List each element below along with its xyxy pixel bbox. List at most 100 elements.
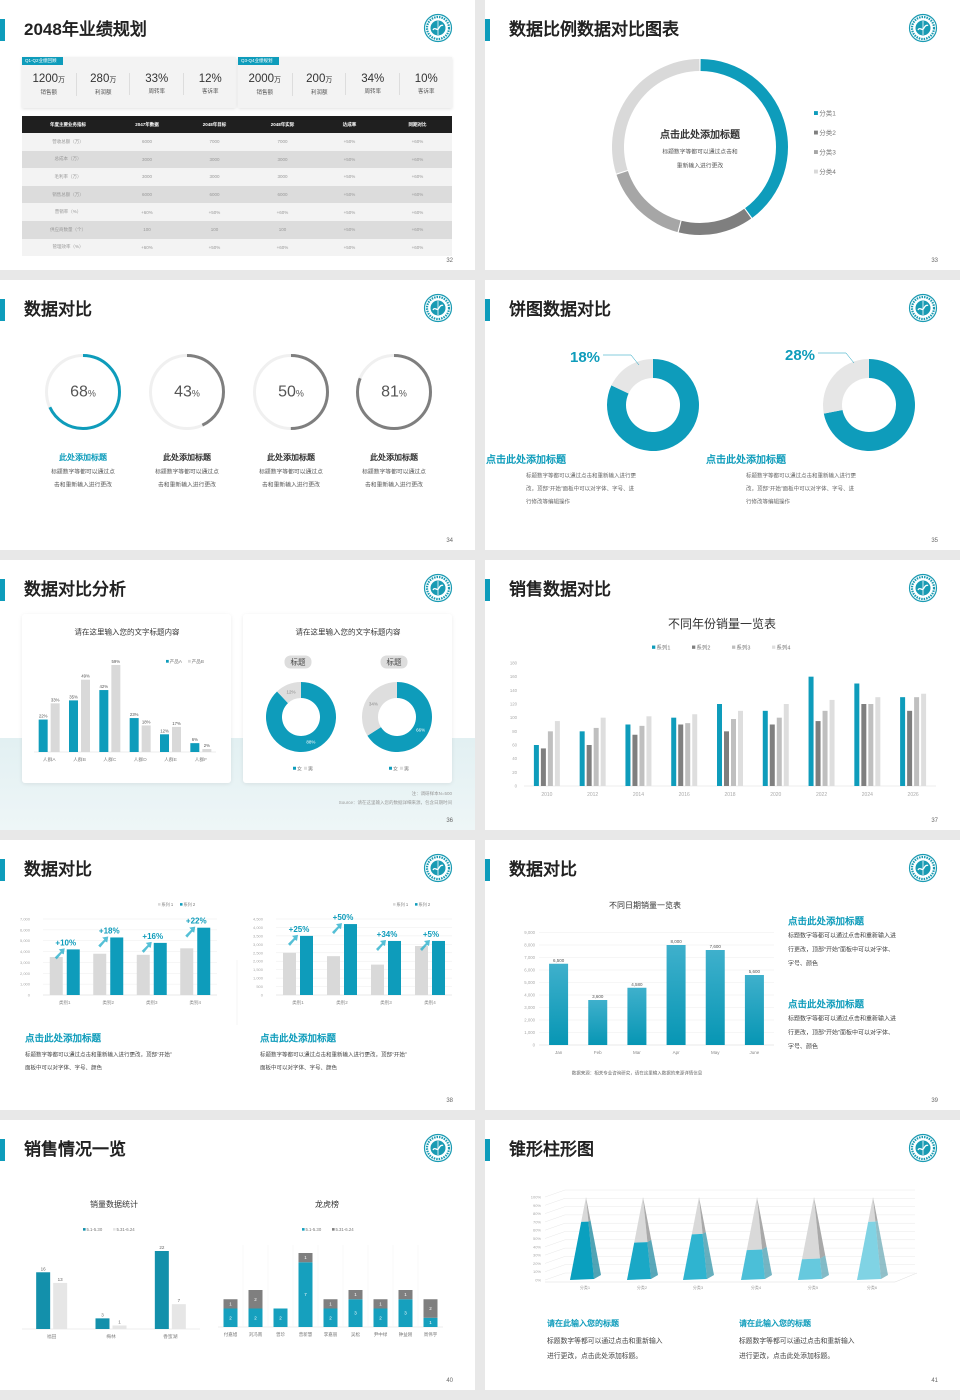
table-cell: +60% — [383, 168, 452, 186]
slide-title: 数据对比 — [509, 860, 577, 879]
legend-swatch — [415, 903, 418, 906]
slide-37: 销售数据对比 系列1 系列2 系列3 系列4 0 20 40 60 80 100 120 140 160 1… — [485, 560, 960, 830]
slide-title: 数据比例数据对比图表 — [509, 20, 679, 39]
y-tick-label: 0% — [535, 1278, 541, 1283]
legend-swatch — [389, 766, 392, 770]
stacked-bar-segment — [348, 1290, 363, 1300]
growth-arrow-icon — [376, 939, 386, 951]
school-logo-icon — [908, 1133, 938, 1163]
x-tick-label: 类别3 — [146, 999, 158, 1006]
bar — [671, 717, 677, 786]
item-desc: 击和重新输入进行更改 — [158, 482, 216, 489]
chart-title-pill: 标题 — [380, 655, 408, 669]
gridline — [544, 1198, 915, 1206]
footnote: 注：调研样本N=500 — [411, 791, 452, 796]
table-cell: 总成本（万） — [22, 150, 114, 169]
growth-arrow-icon — [420, 939, 430, 951]
bar — [815, 721, 821, 786]
y-tick-label: 0 — [261, 993, 264, 998]
data-label: 2 — [429, 1306, 432, 1311]
growth-label: +10% — [55, 938, 76, 947]
data-label: 16 — [41, 1266, 47, 1271]
page-number: 41 — [931, 1378, 938, 1384]
bar — [129, 718, 139, 752]
bar — [829, 699, 835, 786]
table-cell: 供应商数量（个） — [22, 220, 114, 239]
pyramid-shade — [875, 1220, 888, 1279]
panel-tag: Q1-Q2业绩回顾 — [22, 57, 63, 65]
legend-swatch — [652, 645, 656, 649]
stacked-bar-segment — [423, 1317, 438, 1327]
y-tick-label: 2,500 — [253, 950, 264, 955]
data-label: 2 — [254, 1315, 257, 1320]
data-label: 1 — [429, 1320, 432, 1325]
kpi-number: 33% — [145, 73, 169, 85]
y-tick-label: 3,500 — [253, 933, 264, 938]
block-desc: 面板中可以对字体、字号、颜色 — [260, 1065, 338, 1072]
bar — [744, 975, 764, 1045]
x-tick-label: 分类1 — [580, 1284, 591, 1290]
kpi-label: 销售额 — [40, 90, 57, 96]
table-cell: +60% — [383, 185, 452, 204]
data-label: 1 — [229, 1301, 232, 1306]
bar — [717, 704, 722, 786]
slide-36: 数据对比分析 36 人群A 22% 33% 人群B 35% 49% 人群C 42% 59% 人群D 23… — [0, 560, 475, 830]
table-cell: +60% — [114, 238, 180, 257]
table-row: 销售总额（万） 6000 6000 6000 +50% +60% — [22, 185, 452, 204]
data-label: 4,580 — [631, 982, 643, 987]
slide-40: 销售情况一览 福田 16 13 梅林 3 1 香蜜湖 22 7 5.1-5.30 5.31-6.24 5… — [0, 1120, 475, 1390]
page-number: 37 — [931, 818, 938, 824]
legend-swatch — [188, 659, 191, 663]
x-tick-label: 人群D — [134, 756, 148, 763]
legend-label: 分类3 — [819, 148, 836, 157]
slide-title: 数据对比分析 — [24, 580, 126, 599]
y-tick-label: 3,000 — [20, 960, 31, 965]
legend-swatch — [158, 903, 161, 906]
bar — [705, 950, 725, 1045]
bar — [136, 954, 150, 995]
bar — [112, 1325, 127, 1329]
kpi-item: 1200万 销售额 — [22, 73, 76, 96]
progress-number: 50 — [278, 383, 296, 401]
legend-label: 系列 1 — [396, 901, 409, 908]
legend-swatch — [692, 645, 696, 649]
pyramid-empty-side — [757, 1197, 767, 1250]
gridline — [544, 1222, 915, 1231]
pyramid-empty-side — [699, 1197, 706, 1234]
kpi-value: 10% — [400, 73, 454, 86]
data-label: 3,600 — [592, 994, 604, 999]
data-label: 49% — [81, 674, 90, 679]
school-logo-icon — [908, 13, 938, 43]
x-tick-label: 2016 — [679, 792, 690, 798]
legend-swatch — [302, 1228, 305, 1231]
y-tick-label: 1,000 — [524, 1030, 535, 1035]
progress-value: 43% — [174, 382, 200, 401]
bar — [415, 946, 428, 995]
donut-center-desc: 重新输入进行更改 — [676, 163, 724, 170]
bar — [547, 731, 553, 786]
item-desc: 击和重新输入进行更改 — [365, 482, 423, 489]
slide-38: 数据对比 0 1,000 2,000 3,000 4,000 5,000 6,000 7,000… — [0, 840, 475, 1110]
x-tick-label: May — [711, 1050, 720, 1055]
pyramid-empty-side — [586, 1197, 591, 1222]
table-row: 营销率（%） +60% +50% +60% +50% +60% — [22, 203, 452, 221]
data-label: 1 — [354, 1292, 357, 1297]
legend-label: 系列 1 — [161, 901, 174, 908]
x-tick-label: 2024 — [862, 792, 873, 798]
table-cell: 6000 — [114, 185, 180, 204]
slide-41: 锥形柱形图 0% 10% 20% 30% 40% 50% 60% 70% 80% 90% 100% 分类… — [485, 1120, 960, 1390]
bar — [900, 697, 906, 786]
y-tick-label: 100% — [531, 1195, 542, 1200]
bar — [197, 927, 211, 995]
pyramid-empty-front — [802, 1197, 820, 1260]
donut-slice — [612, 59, 700, 174]
growth-label: +16% — [142, 932, 163, 941]
kpi-value: 280万 — [77, 73, 131, 87]
y-tick-label: 1,000 — [20, 982, 31, 987]
x-tick-label: 曾珍 — [276, 1331, 285, 1338]
table-cell: 6000 — [114, 133, 180, 151]
stacked-bar-segment — [323, 1308, 338, 1327]
data-label: 7 — [178, 1298, 181, 1303]
table-cell: 6000 — [180, 185, 249, 204]
